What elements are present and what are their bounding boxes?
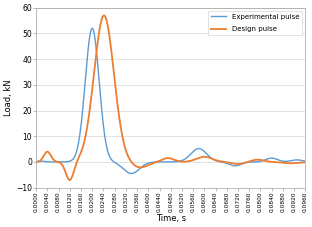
Legend: Experimental pulse, Design pulse: Experimental pulse, Design pulse [208, 11, 302, 35]
Design pulse [34, 160, 38, 163]
Experimental pulse [65, 160, 69, 163]
Design pulse [269, 160, 273, 163]
Design pulse [81, 146, 85, 148]
Design pulse [149, 163, 153, 165]
Design pulse [65, 175, 69, 177]
Design pulse [304, 161, 307, 164]
Experimental pulse [149, 161, 153, 164]
Line: Design pulse: Design pulse [36, 15, 305, 180]
Experimental pulse [81, 107, 85, 110]
Design pulse [102, 14, 106, 17]
Experimental pulse [90, 27, 94, 30]
Design pulse [138, 166, 141, 169]
Design pulse [298, 161, 302, 164]
Experimental pulse [269, 157, 273, 159]
Experimental pulse [304, 160, 307, 163]
Experimental pulse [34, 160, 38, 163]
Experimental pulse [129, 172, 133, 175]
Y-axis label: Load, kN: Load, kN [4, 79, 13, 116]
Line: Experimental pulse: Experimental pulse [36, 28, 305, 173]
Experimental pulse [298, 159, 302, 162]
X-axis label: Time, s: Time, s [156, 214, 186, 223]
Experimental pulse [138, 168, 141, 170]
Design pulse [68, 179, 71, 181]
